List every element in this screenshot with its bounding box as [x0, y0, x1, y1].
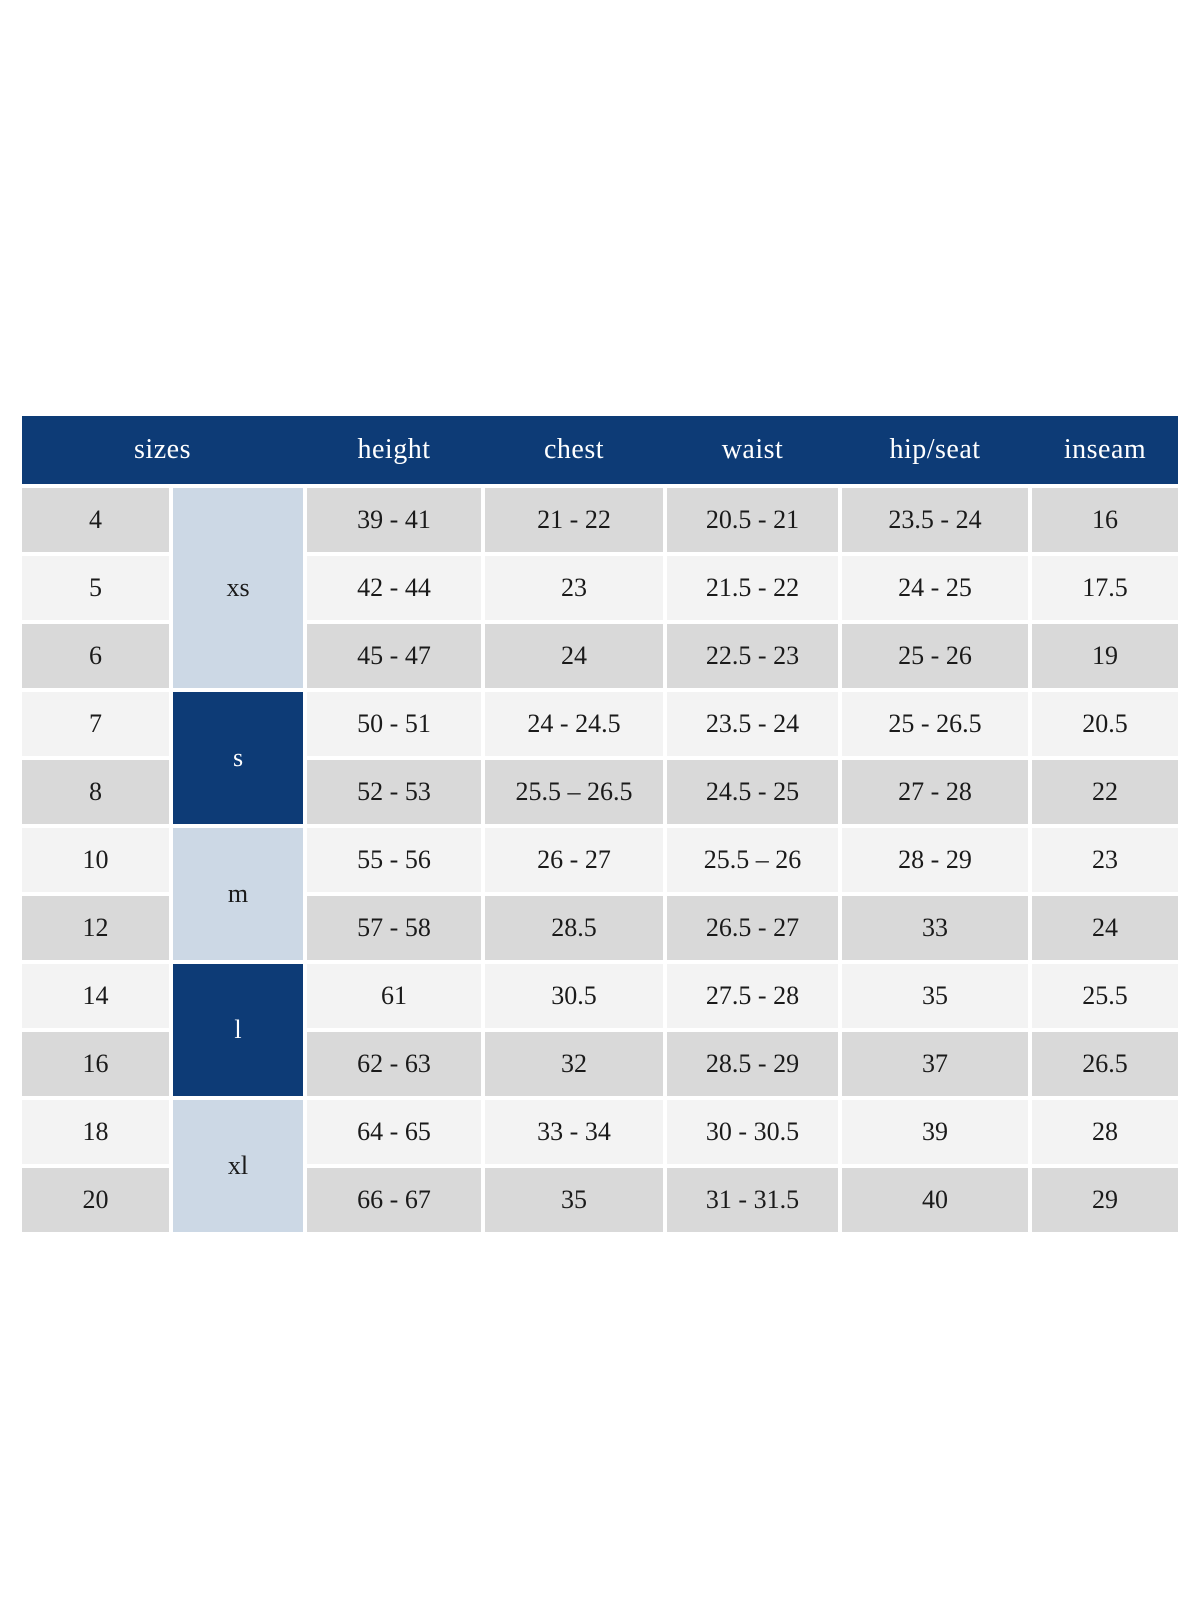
hip-seat-cell: 33	[842, 896, 1028, 960]
chest-cell: 26 - 27	[485, 828, 663, 892]
size-group-cell-xs: xs	[173, 488, 303, 688]
hip-seat-cell: 37	[842, 1032, 1028, 1096]
chest-cell: 25.5 – 26.5	[485, 760, 663, 824]
size-cell: 20	[22, 1168, 169, 1232]
chest-cell: 32	[485, 1032, 663, 1096]
chest-cell: 24	[485, 624, 663, 688]
waist-cell: 30 - 30.5	[667, 1100, 838, 1164]
height-cell: 52 - 53	[307, 760, 481, 824]
waist-cell: 23.5 - 24	[667, 692, 838, 756]
height-cell: 55 - 56	[307, 828, 481, 892]
waist-cell: 22.5 - 23	[667, 624, 838, 688]
height-cell: 50 - 51	[307, 692, 481, 756]
waist-cell: 24.5 - 25	[667, 760, 838, 824]
waist-cell: 25.5 – 26	[667, 828, 838, 892]
chest-cell: 35	[485, 1168, 663, 1232]
chest-cell: 23	[485, 556, 663, 620]
hip-seat-cell: 24 - 25	[842, 556, 1028, 620]
size-cell: 6	[22, 624, 169, 688]
waist-cell: 31 - 31.5	[667, 1168, 838, 1232]
hip-seat-cell: 27 - 28	[842, 760, 1028, 824]
size-group-cell-l: l	[173, 964, 303, 1096]
height-cell: 42 - 44	[307, 556, 481, 620]
waist-cell: 26.5 - 27	[667, 896, 838, 960]
chest-cell: 33 - 34	[485, 1100, 663, 1164]
size-cell: 7	[22, 692, 169, 756]
chest-cell: 21 - 22	[485, 488, 663, 552]
height-cell: 61	[307, 964, 481, 1028]
inseam-cell: 25.5	[1032, 964, 1178, 1028]
size-cell: 14	[22, 964, 169, 1028]
col-header-chest: chest	[543, 434, 605, 465]
size-cell: 10	[22, 828, 169, 892]
waist-cell: 28.5 - 29	[667, 1032, 838, 1096]
col-header-height: height	[357, 434, 431, 465]
size-cell: 16	[22, 1032, 169, 1096]
chest-cell: 30.5	[485, 964, 663, 1028]
inseam-cell: 28	[1032, 1100, 1178, 1164]
height-cell: 39 - 41	[307, 488, 481, 552]
size-cell: 4	[22, 488, 169, 552]
height-cell: 66 - 67	[307, 1168, 481, 1232]
size-group-cell-xl: xl	[173, 1100, 303, 1232]
inseam-cell: 19	[1032, 624, 1178, 688]
height-cell: 62 - 63	[307, 1032, 481, 1096]
height-cell: 57 - 58	[307, 896, 481, 960]
inseam-cell: 22	[1032, 760, 1178, 824]
size-group-cell-s: s	[173, 692, 303, 824]
col-header-sizes: sizes	[134, 434, 191, 465]
size-chart-table: sizes height chest waist hip/seat inseam…	[22, 416, 1178, 1232]
height-cell: 45 - 47	[307, 624, 481, 688]
size-cell: 12	[22, 896, 169, 960]
size-cell: 5	[22, 556, 169, 620]
size-cell: 8	[22, 760, 169, 824]
hip-seat-cell: 25 - 26	[842, 624, 1028, 688]
inseam-cell: 16	[1032, 488, 1178, 552]
size-table-body: 4 xs 39 - 41 21 - 22 20.5 - 21 23.5 - 24 16 5 42…	[22, 488, 1178, 1232]
hip-seat-cell: 35	[842, 964, 1028, 1028]
chest-cell: 28.5	[485, 896, 663, 960]
inseam-cell: 29	[1032, 1168, 1178, 1232]
waist-cell: 21.5 - 22	[667, 556, 838, 620]
hip-seat-cell: 39	[842, 1100, 1028, 1164]
table-header-row: sizes height chest waist hip/seat inseam	[22, 416, 1178, 484]
chest-cell: 24 - 24.5	[485, 692, 663, 756]
waist-cell: 27.5 - 28	[667, 964, 838, 1028]
inseam-cell: 17.5	[1032, 556, 1178, 620]
inseam-cell: 23	[1032, 828, 1178, 892]
col-header-hip-seat: hip/seat	[889, 434, 981, 465]
inseam-cell: 26.5	[1032, 1032, 1178, 1096]
hip-seat-cell: 25 - 26.5	[842, 692, 1028, 756]
height-cell: 64 - 65	[307, 1100, 481, 1164]
hip-seat-cell: 28 - 29	[842, 828, 1028, 892]
hip-seat-cell: 23.5 - 24	[842, 488, 1028, 552]
inseam-cell: 20.5	[1032, 692, 1178, 756]
size-group-cell-m: m	[173, 828, 303, 960]
col-header-inseam: inseam	[1063, 434, 1147, 465]
size-cell: 18	[22, 1100, 169, 1164]
waist-cell: 20.5 - 21	[667, 488, 838, 552]
inseam-cell: 24	[1032, 896, 1178, 960]
col-header-waist: waist	[721, 434, 784, 465]
hip-seat-cell: 40	[842, 1168, 1028, 1232]
